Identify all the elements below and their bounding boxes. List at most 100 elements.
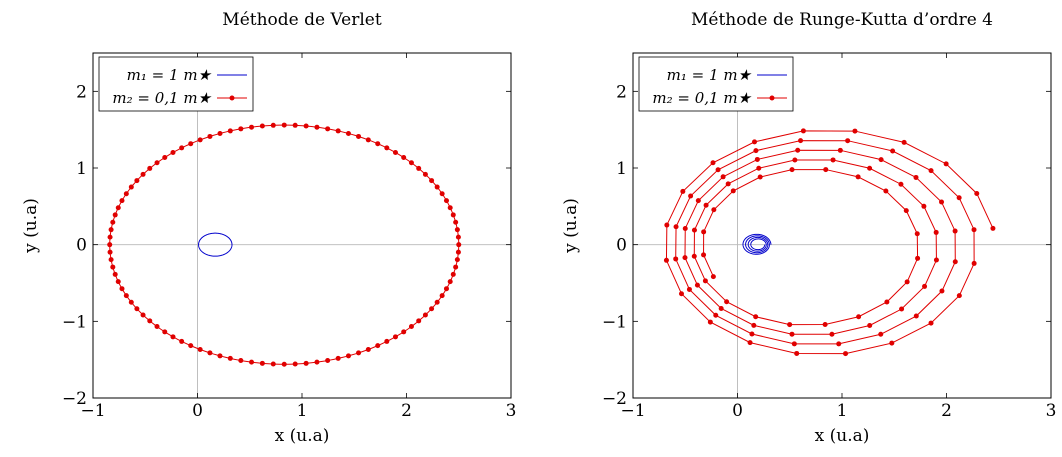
- data-point: [450, 271, 456, 277]
- data-point: [134, 178, 140, 184]
- data-point: [749, 331, 755, 337]
- data-point: [913, 313, 919, 319]
- data-point: [454, 227, 460, 233]
- data-point: [119, 286, 125, 292]
- legend: m₁ = 1 m★ m₂ = 0,1 m★: [638, 56, 794, 112]
- y-axis-label: y (u.a): [21, 198, 41, 254]
- series-1: [663, 128, 996, 357]
- data-point: [701, 229, 707, 235]
- data-point: [112, 271, 118, 277]
- data-point: [713, 312, 719, 318]
- data-point: [928, 320, 934, 326]
- x-tick-label: 3: [506, 401, 517, 421]
- data-point: [170, 150, 176, 156]
- data-point: [401, 329, 407, 335]
- legend-marker: [229, 95, 235, 101]
- data-point: [795, 147, 801, 153]
- data-point: [292, 361, 298, 367]
- chart-title: Méthode de Verlet: [222, 10, 382, 30]
- data-point: [197, 346, 203, 352]
- data-point: [720, 174, 726, 180]
- data-point: [345, 130, 351, 136]
- data-point: [454, 257, 460, 263]
- data-point: [791, 341, 797, 347]
- data-point: [798, 138, 804, 144]
- data-point: [123, 293, 129, 299]
- data-point: [751, 322, 757, 328]
- legend-box: [98, 56, 254, 112]
- data-point: [752, 139, 757, 145]
- data-point: [686, 286, 692, 292]
- data-point: [207, 350, 213, 356]
- series-0: [742, 233, 772, 255]
- data-point: [899, 306, 905, 312]
- data-point: [456, 242, 462, 248]
- data-point: [422, 312, 428, 318]
- data-point: [718, 306, 724, 311]
- data-point: [447, 205, 453, 211]
- data-point: [933, 229, 939, 235]
- data-point: [680, 188, 686, 194]
- data-point: [747, 340, 753, 346]
- data-point: [162, 329, 168, 335]
- data-point: [867, 323, 873, 328]
- data-point: [724, 299, 730, 305]
- data-point: [664, 222, 670, 228]
- data-point: [730, 188, 736, 194]
- data-point: [901, 139, 907, 145]
- data-point: [707, 319, 713, 325]
- y-tick-label: 2: [616, 82, 627, 102]
- series-1: [107, 122, 462, 367]
- data-point: [375, 343, 381, 349]
- data-point: [384, 338, 390, 344]
- y-tick-label: 0: [616, 236, 627, 256]
- data-point: [757, 174, 763, 180]
- data-point: [800, 128, 806, 134]
- series-0: [198, 232, 233, 257]
- data-point: [878, 157, 884, 163]
- data-point: [434, 299, 440, 305]
- data-point: [939, 288, 945, 294]
- data-point: [673, 224, 679, 230]
- data-point: [787, 322, 793, 328]
- data-point: [933, 257, 939, 263]
- data-point: [392, 150, 398, 156]
- data-point: [710, 160, 716, 166]
- data-point: [843, 351, 849, 357]
- data-point: [107, 249, 113, 255]
- data-point: [408, 324, 414, 330]
- data-point: [439, 293, 445, 299]
- data-point: [270, 361, 276, 367]
- data-point: [890, 148, 896, 154]
- legend-label: m₂ = 0,1 m★: [112, 89, 212, 107]
- data-point: [903, 208, 909, 214]
- data-point: [673, 256, 679, 262]
- series-line: [198, 232, 233, 257]
- data-point: [325, 358, 331, 364]
- x-axis-label: x (u.a): [275, 426, 330, 446]
- data-point: [119, 198, 125, 204]
- data-point: [878, 331, 884, 337]
- data-point: [154, 160, 160, 166]
- data-point: [913, 174, 919, 180]
- data-point: [408, 160, 414, 166]
- data-point: [356, 133, 362, 139]
- y-tick-label: 1: [76, 159, 87, 179]
- data-point: [447, 279, 453, 285]
- data-point: [325, 126, 331, 132]
- data-point: [140, 312, 146, 318]
- y-tick-label: 2: [76, 82, 87, 102]
- data-point: [663, 257, 669, 263]
- data-point: [188, 343, 194, 349]
- data-point: [197, 137, 203, 143]
- data-point: [450, 212, 456, 218]
- data-point: [829, 331, 835, 337]
- data-point: [836, 341, 842, 347]
- data-point: [249, 124, 255, 130]
- data-point: [443, 198, 449, 204]
- legend: m₁ = 1 m★ m₂ = 0,1 m★: [98, 56, 254, 112]
- data-point: [889, 340, 895, 346]
- data-point: [830, 157, 836, 163]
- y-axis-label: y (u.a): [561, 198, 581, 254]
